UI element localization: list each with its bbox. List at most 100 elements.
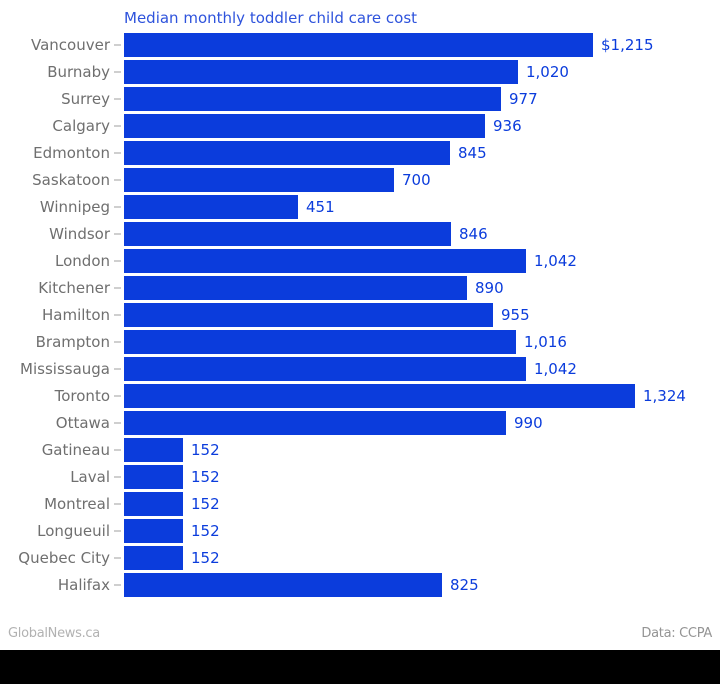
- axis-tick: [114, 286, 121, 289]
- bar: [124, 140, 450, 165]
- bar: [124, 32, 593, 57]
- bar: [124, 113, 485, 138]
- axis-tick: [114, 367, 121, 370]
- bar-row: Halifax 825: [0, 571, 720, 598]
- bar-row: Calgary 936: [0, 112, 720, 139]
- value-label: 846: [459, 224, 488, 243]
- bar-row: Hamilton 955: [0, 301, 720, 328]
- bar: [124, 194, 298, 219]
- axis-tick: [114, 259, 121, 262]
- axis-tick: [114, 394, 121, 397]
- bar: [124, 329, 516, 354]
- bar-rows: Vancouver $1,215 Burnaby 1,020 Surrey 97…: [0, 31, 720, 598]
- chart-title: Median monthly toddler child care cost: [124, 9, 418, 27]
- value-label: 825: [450, 575, 479, 594]
- bar: [124, 86, 501, 111]
- axis-tick: [114, 583, 121, 586]
- value-label: 451: [306, 197, 335, 216]
- bar-row: Toronto 1,324: [0, 382, 720, 409]
- category-label: Brampton: [35, 332, 110, 351]
- bar-row: Laval 152: [0, 463, 720, 490]
- value-label: 845: [458, 143, 487, 162]
- bar-row: Brampton 1,016: [0, 328, 720, 355]
- category-label: Halifax: [57, 575, 110, 594]
- axis-tick: [114, 205, 121, 208]
- axis-tick: [114, 556, 121, 559]
- value-label: 977: [509, 89, 538, 108]
- category-label: Ottawa: [55, 413, 110, 432]
- category-label: Burnaby: [47, 62, 110, 81]
- axis-tick: [114, 151, 121, 154]
- bar: [124, 356, 526, 381]
- axis-tick: [114, 178, 121, 181]
- bar: [124, 545, 183, 570]
- bar: [124, 302, 493, 327]
- value-label: 1,324: [643, 386, 686, 405]
- bar: [124, 383, 635, 408]
- bar-row: Montreal 152: [0, 490, 720, 517]
- axis-tick: [114, 502, 121, 505]
- value-label: 1,016: [524, 332, 567, 351]
- category-label: Toronto: [54, 386, 110, 405]
- axis-tick: [114, 70, 121, 73]
- axis-tick: [114, 232, 121, 235]
- axis-tick: [114, 43, 121, 46]
- bar: [124, 221, 451, 246]
- value-label: 700: [402, 170, 431, 189]
- bar: [124, 491, 183, 516]
- category-label: Calgary: [52, 116, 110, 135]
- axis-tick: [114, 421, 121, 424]
- value-label: 152: [191, 494, 220, 513]
- bar: [124, 572, 442, 597]
- axis-tick: [114, 448, 121, 451]
- category-label: Longueuil: [37, 521, 110, 540]
- category-label: Windsor: [49, 224, 110, 243]
- category-label: Winnipeg: [39, 197, 110, 216]
- source-credit-left: GlobalNews.ca: [8, 626, 100, 641]
- axis-tick: [114, 340, 121, 343]
- bar-row: Winnipeg 451: [0, 193, 720, 220]
- bar: [124, 410, 506, 435]
- axis-tick: [114, 529, 121, 532]
- value-label: 152: [191, 548, 220, 567]
- bottom-black-strip: [0, 650, 720, 684]
- bar-row: Mississauga 1,042: [0, 355, 720, 382]
- value-label: 152: [191, 521, 220, 540]
- bar-row: London 1,042: [0, 247, 720, 274]
- category-label: Quebec City: [18, 548, 110, 567]
- bar: [124, 275, 467, 300]
- bar: [124, 464, 183, 489]
- category-label: Laval: [70, 467, 110, 486]
- value-label: 152: [191, 467, 220, 486]
- category-label: Saskatoon: [32, 170, 110, 189]
- bar-row: Burnaby 1,020: [0, 58, 720, 85]
- category-label: Edmonton: [33, 143, 110, 162]
- value-label: 890: [475, 278, 504, 297]
- bar-row: Surrey 977: [0, 85, 720, 112]
- bar: [124, 518, 183, 543]
- source-credit-right: Data: CCPA: [641, 626, 712, 641]
- category-label: Montreal: [44, 494, 110, 513]
- category-label: Surrey: [61, 89, 110, 108]
- bar-row: Kitchener 890: [0, 274, 720, 301]
- axis-tick: [114, 475, 121, 478]
- value-label: 955: [501, 305, 530, 324]
- category-label: Gatineau: [41, 440, 110, 459]
- bar: [124, 167, 394, 192]
- bar-row: Gatineau 152: [0, 436, 720, 463]
- value-label: $1,215: [601, 35, 654, 54]
- value-label: 1,020: [526, 62, 569, 81]
- category-label: Mississauga: [20, 359, 110, 378]
- value-label: 936: [493, 116, 522, 135]
- bar: [124, 437, 183, 462]
- category-label: London: [55, 251, 110, 270]
- bar-row: Saskatoon 700: [0, 166, 720, 193]
- category-label: Kitchener: [38, 278, 110, 297]
- value-label: 152: [191, 440, 220, 459]
- bar-row: Windsor 846: [0, 220, 720, 247]
- bar-row: Quebec City 152: [0, 544, 720, 571]
- axis-tick: [114, 313, 121, 316]
- bar: [124, 59, 518, 84]
- category-label: Hamilton: [42, 305, 110, 324]
- bar-row: Edmonton 845: [0, 139, 720, 166]
